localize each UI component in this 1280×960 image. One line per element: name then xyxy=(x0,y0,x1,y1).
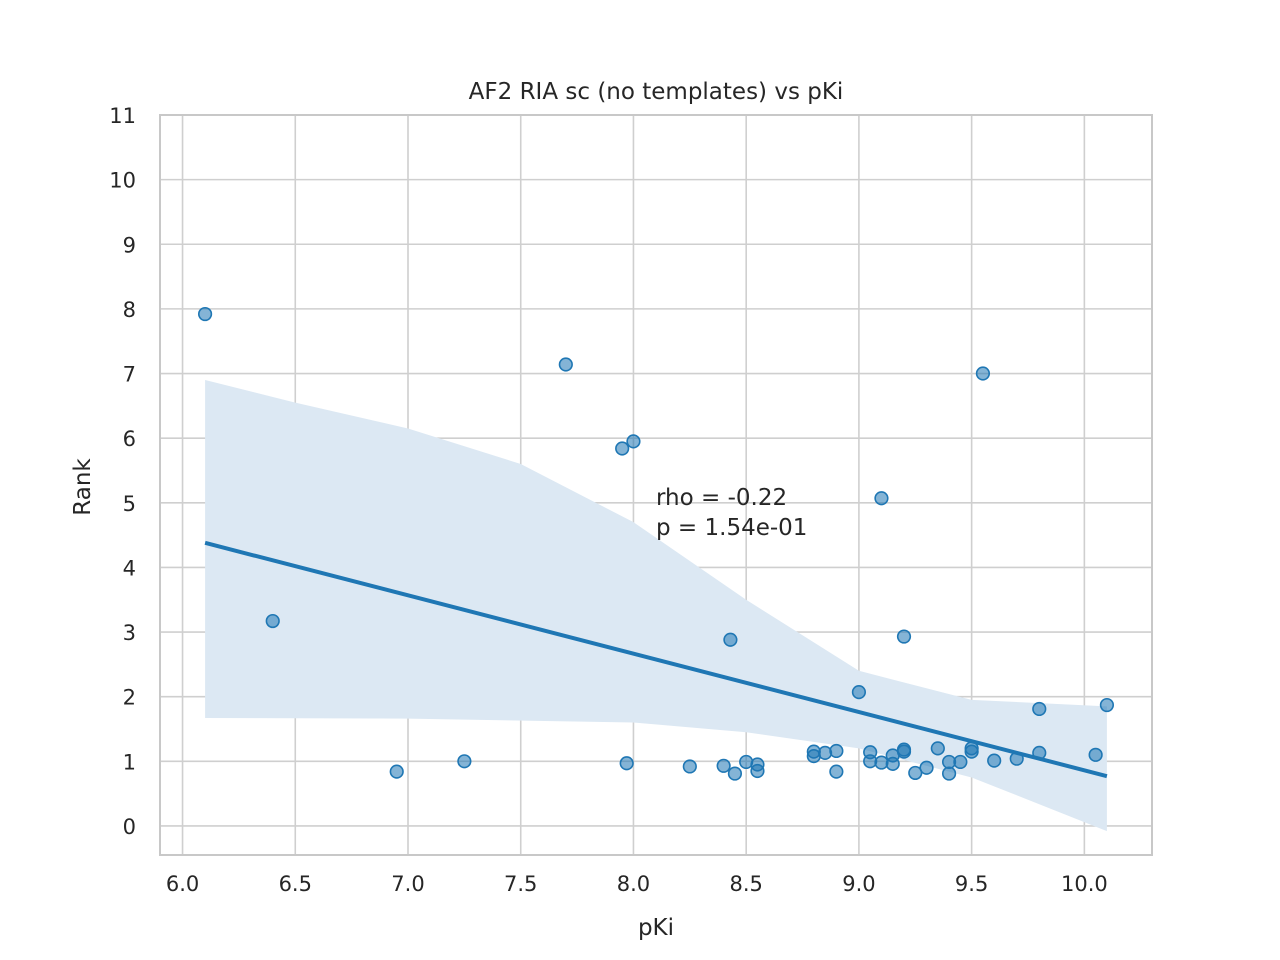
data-point xyxy=(619,756,634,771)
data-point xyxy=(1088,747,1103,762)
y-tick-label: 2 xyxy=(123,686,136,710)
y-tick-label: 7 xyxy=(123,363,136,387)
chart-title: AF2 RIA sc (no templates) vs pKi xyxy=(469,79,844,105)
y-tick-label: 6 xyxy=(123,427,136,451)
x-tick-label: 8.0 xyxy=(617,872,650,896)
data-point xyxy=(1032,701,1047,717)
regression-line xyxy=(204,540,1108,779)
data-point xyxy=(739,754,754,770)
y-axis-label: Rank xyxy=(70,458,96,516)
y-tick-label: 4 xyxy=(123,556,136,580)
data-point xyxy=(885,756,900,771)
y-tick-label: 9 xyxy=(123,233,136,257)
data-point xyxy=(626,434,641,449)
x-tick-label: 10.0 xyxy=(1061,872,1108,896)
y-tick-label: 5 xyxy=(123,492,136,516)
data-point xyxy=(896,629,912,644)
data-point xyxy=(727,766,743,781)
data-point xyxy=(558,357,573,372)
data-point xyxy=(941,766,957,781)
annotation-line: p = 1.54e-01 xyxy=(656,515,807,541)
y-tick-label: 1 xyxy=(123,750,136,774)
data-point xyxy=(817,745,833,760)
annotation-line: rho = -0.22 xyxy=(656,485,787,511)
data-point xyxy=(682,759,697,774)
x-axis-label: pKi xyxy=(638,915,674,941)
x-tick-label: 6.5 xyxy=(279,872,312,896)
x-tick-labels: 6.0 6.5 7.0 7.5 8.0 8.5 9.0 9.5 10.0 xyxy=(166,872,1108,896)
data-point xyxy=(265,613,280,629)
data-point xyxy=(389,764,404,779)
y-tick-label: 3 xyxy=(123,621,136,645)
data-point xyxy=(615,441,630,456)
x-tick-label: 6.0 xyxy=(166,872,199,896)
data-point xyxy=(829,764,844,779)
data-point xyxy=(197,306,213,322)
correlation-annotation: rho = -0.22 p = 1.54e-01 xyxy=(656,485,807,541)
data-point xyxy=(874,491,889,506)
data-point xyxy=(930,741,945,756)
plot-frame xyxy=(159,114,1153,856)
y-tick-label: 10 xyxy=(109,169,136,193)
data-points xyxy=(197,306,1115,781)
data-point xyxy=(964,744,979,759)
x-tick-label: 7.0 xyxy=(391,872,424,896)
x-tick-label: 9.0 xyxy=(842,872,875,896)
data-point xyxy=(987,753,1002,768)
x-tick-label: 7.5 xyxy=(504,872,537,896)
data-point xyxy=(919,760,934,775)
data-point xyxy=(1099,697,1115,713)
data-point xyxy=(851,685,867,700)
data-point xyxy=(457,754,472,769)
x-tick-label: 9.5 xyxy=(955,872,988,896)
y-tick-labels: 0 1 2 3 4 5 6 7 8 9 10 11 xyxy=(109,104,136,839)
data-point xyxy=(953,754,968,770)
y-tick-label: 11 xyxy=(109,104,136,128)
data-point xyxy=(908,765,923,781)
data-point xyxy=(896,744,912,759)
data-point xyxy=(829,743,844,759)
x-gridlines xyxy=(181,115,1086,855)
x-tick-label: 8.5 xyxy=(729,872,762,896)
data-point xyxy=(716,758,731,773)
data-point xyxy=(975,366,991,381)
data-point xyxy=(723,632,738,647)
y-tick-label: 0 xyxy=(123,815,136,839)
y-tick-label: 8 xyxy=(123,298,136,322)
data-point xyxy=(750,763,765,779)
